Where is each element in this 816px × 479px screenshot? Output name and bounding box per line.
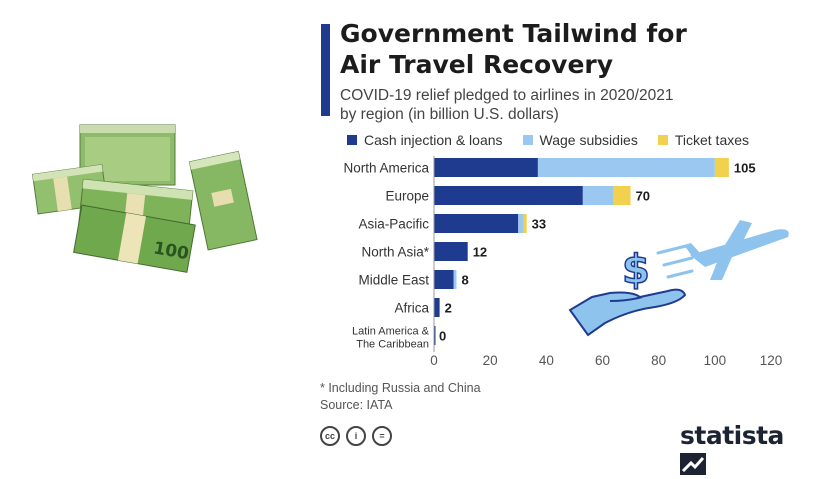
legend-swatch-wage bbox=[522, 135, 533, 145]
speed-lines-icon bbox=[656, 244, 694, 279]
source-note: Source: IATA bbox=[320, 398, 393, 412]
category-label-0: North America bbox=[343, 161, 429, 176]
category-label-2: Asia-Pacific bbox=[358, 217, 429, 232]
bar-segment-2-2 bbox=[523, 214, 527, 233]
bar-segment-0-1 bbox=[537, 158, 715, 177]
x-tick-label-6: 120 bbox=[760, 353, 783, 368]
stacked-bar-chart: 105 North America 70 Europe 33 Asia-Pacific 12… bbox=[343, 156, 782, 368]
x-tick-label-5: 100 bbox=[704, 353, 727, 368]
x-tick-label-0: 0 bbox=[430, 353, 438, 368]
license-icons: cc i = bbox=[320, 426, 392, 446]
value-label-2: 33 bbox=[532, 217, 546, 232]
legend-item-ticket: Ticket taxes bbox=[657, 132, 750, 148]
chart-legend: Cash injection & loans Wage subsidies Ti… bbox=[347, 132, 749, 148]
no-derivatives-icon[interactable]: = bbox=[372, 426, 392, 446]
category-labels-group: 105 North America 70 Europe 33 Asia-Pacific 12… bbox=[343, 161, 755, 351]
legend-label-ticket: Ticket taxes bbox=[674, 132, 750, 148]
value-label-6: 0 bbox=[439, 329, 446, 344]
x-tick-label-3: 60 bbox=[595, 353, 610, 368]
attribution-icon[interactable]: i bbox=[346, 426, 366, 446]
x-tick-label-2: 40 bbox=[539, 353, 554, 368]
title-line-1: Government Tailwind for bbox=[340, 19, 687, 48]
category-label-1: Europe bbox=[385, 189, 429, 204]
bar-segment-0-0 bbox=[434, 158, 538, 177]
category-label-3: North Asia* bbox=[361, 245, 429, 260]
category-label-6: Latin America & The Caribbean bbox=[352, 326, 430, 351]
chart-title: Government Tailwind for Air Travel Recov… bbox=[340, 18, 800, 80]
category-label-4: Middle East bbox=[358, 273, 429, 288]
open-hand-icon bbox=[568, 288, 687, 337]
legend-label-cash: Cash injection & loans bbox=[364, 132, 503, 148]
title-line-2: Air Travel Recovery bbox=[340, 50, 614, 79]
bar-segment-1-2 bbox=[613, 186, 631, 205]
bar-segment-5-0 bbox=[434, 298, 440, 317]
statista-logo-mark-icon bbox=[680, 453, 706, 475]
statista-logo[interactable]: statista bbox=[680, 421, 816, 479]
bars-group bbox=[434, 158, 729, 345]
value-label-5: 2 bbox=[445, 301, 452, 316]
x-tick-label-4: 80 bbox=[651, 353, 666, 368]
money-stack-illustration: 100 100 bbox=[31, 124, 258, 273]
subtitle-line-1: COVID-19 relief pledged to airlines in 2… bbox=[340, 87, 674, 104]
creative-commons-icon[interactable]: cc bbox=[320, 426, 340, 446]
x-axis-ticks-group: 0 20 40 60 80 100 120 bbox=[430, 353, 782, 368]
legend-swatch-ticket bbox=[657, 135, 668, 145]
footnote: * Including Russia and China bbox=[320, 381, 481, 395]
legend-item-cash: Cash injection & loans bbox=[347, 132, 503, 148]
legend-label-wage: Wage subsidies bbox=[539, 132, 638, 148]
bar-segment-4-0 bbox=[434, 270, 454, 289]
airplane-icon bbox=[684, 220, 789, 280]
bar-segment-3-0 bbox=[434, 242, 468, 261]
bar-segment-1-0 bbox=[434, 186, 583, 205]
svg-text:$: $ bbox=[622, 247, 650, 293]
banknote-stack-right bbox=[188, 150, 258, 251]
value-label-3: 12 bbox=[473, 245, 487, 260]
banknote-stack-front: 100 bbox=[73, 204, 196, 273]
dollar-sign-icon: $ bbox=[621, 246, 650, 294]
legend-swatch-cash bbox=[347, 135, 357, 145]
legend-item-wage: Wage subsidies bbox=[522, 132, 638, 148]
x-tick-label-1: 20 bbox=[483, 353, 498, 368]
bar-segment-6-zero bbox=[434, 326, 436, 345]
plane-hand-illustration: $ bbox=[568, 220, 789, 337]
category-label-5: Africa bbox=[394, 301, 429, 316]
bar-segment-0-2 bbox=[714, 158, 729, 177]
bar-segment-2-0 bbox=[434, 214, 519, 233]
brand-wordmark: statista bbox=[680, 421, 784, 450]
value-label-0: 105 bbox=[734, 161, 756, 176]
value-label-4: 8 bbox=[461, 273, 468, 288]
chart-subtitle: COVID-19 relief pledged to airlines in 2… bbox=[340, 86, 760, 124]
bar-segment-4-1 bbox=[453, 270, 457, 289]
value-label-1: 70 bbox=[636, 189, 650, 204]
bar-segment-1-1 bbox=[582, 186, 614, 205]
bar-segment-2-1 bbox=[518, 214, 524, 233]
title-accent-bar bbox=[321, 24, 330, 116]
subtitle-line-2: by region (in billion U.S. dollars) bbox=[340, 106, 559, 123]
